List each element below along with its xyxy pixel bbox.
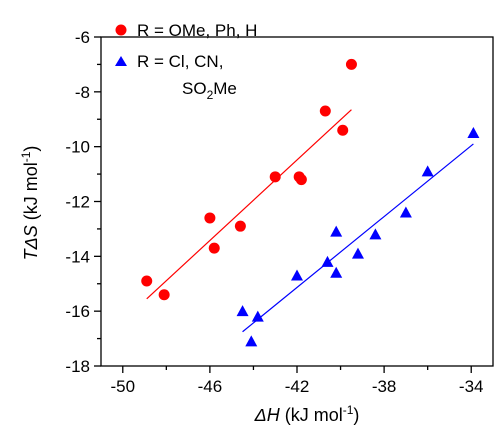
y-axis-title-italic: TΔS bbox=[21, 225, 41, 260]
y-tick-label: -14 bbox=[65, 247, 90, 266]
y-tick-label: -8 bbox=[75, 83, 90, 102]
data-point-series-2 bbox=[369, 228, 382, 240]
data-point-series-2 bbox=[467, 126, 480, 138]
x-tick-label: -38 bbox=[372, 377, 397, 396]
data-point-series-1 bbox=[337, 124, 349, 136]
x-axis-title: ΔH (kJ mol-1) bbox=[254, 403, 360, 425]
data-point-series-1 bbox=[204, 212, 216, 224]
x-axis-title-sup: -1 bbox=[343, 403, 354, 417]
x-tick-label: -46 bbox=[198, 377, 223, 396]
data-point-series-2 bbox=[421, 165, 434, 177]
data-point-series-2 bbox=[245, 335, 258, 347]
data-point-series-1 bbox=[158, 289, 170, 301]
x-tick-label: -34 bbox=[459, 377, 484, 396]
y-axis-title-close: ) bbox=[21, 146, 41, 152]
data-point-series-2 bbox=[330, 266, 343, 278]
axes: -50 -46 -42 -38 -34 -18 -16 -14 -12 -10 -8 -6 bbox=[65, 28, 494, 396]
y-axis-title-sup: -1 bbox=[19, 151, 33, 162]
fit-lines bbox=[146, 109, 474, 333]
data-point-series-2 bbox=[330, 225, 343, 237]
y-axis-title-units: (kJ mol bbox=[21, 162, 41, 225]
legend: R = OMe, Ph, H R = Cl, CN, SO2Me bbox=[115, 21, 257, 102]
legend-label-series-1: R = OMe, Ph, H bbox=[137, 21, 257, 40]
fit-line-series-1 bbox=[146, 109, 352, 300]
legend-text-subscript: 2 bbox=[207, 88, 214, 102]
x-tick-label: -42 bbox=[285, 377, 310, 396]
data-point-series-2 bbox=[236, 305, 249, 317]
data-point-series-2 bbox=[291, 269, 303, 281]
y-axis-title: TΔS (kJ mol-1) bbox=[19, 146, 41, 261]
data-point-series-2 bbox=[399, 206, 412, 218]
legend-marker-series-1 bbox=[115, 24, 127, 36]
x-axis-title-italic: ΔH bbox=[254, 405, 281, 425]
fit-line-series-2 bbox=[242, 143, 474, 333]
y-tick-label: -18 bbox=[65, 357, 90, 376]
x-axis-title-close: ) bbox=[353, 405, 359, 425]
data-point-series-2 bbox=[321, 255, 334, 267]
data-point-series-1 bbox=[295, 174, 307, 186]
data-point-series-1 bbox=[208, 242, 220, 254]
legend-label-series-2-line-2: SO2Me bbox=[182, 79, 237, 102]
data-point-series-2 bbox=[251, 310, 264, 322]
y-tick-label: -12 bbox=[65, 193, 90, 212]
x-tick-label: -50 bbox=[110, 377, 135, 396]
data-point-series-1 bbox=[234, 220, 246, 232]
y-tick-label: -16 bbox=[65, 302, 90, 321]
y-tick-label: -10 bbox=[65, 138, 90, 157]
legend-label-series-2-line-1: R = Cl, CN, bbox=[137, 52, 223, 71]
data-points bbox=[141, 58, 480, 347]
legend-marker-series-2 bbox=[115, 56, 127, 66]
data-point-series-1 bbox=[345, 58, 357, 70]
data-point-series-2 bbox=[351, 247, 364, 259]
x-axis-title-units: (kJ mol bbox=[280, 405, 343, 425]
data-point-series-1 bbox=[141, 275, 153, 287]
legend-text-part: SO bbox=[182, 79, 207, 98]
plot-frame bbox=[100, 36, 494, 367]
data-point-series-1 bbox=[269, 171, 281, 183]
data-point-series-1 bbox=[319, 105, 331, 117]
legend-text-part: Me bbox=[213, 79, 237, 98]
y-tick-label: -6 bbox=[75, 28, 90, 47]
